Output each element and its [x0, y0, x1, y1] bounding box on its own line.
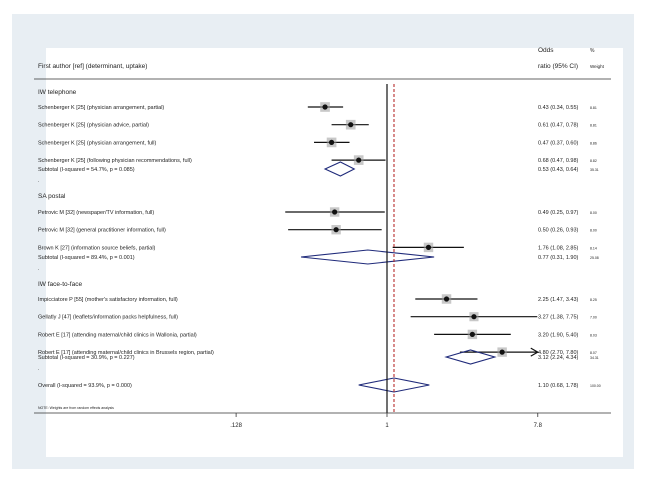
group-spacer: . — [38, 266, 39, 272]
or-ci-value: 0.61 (0.47, 0.78) — [538, 123, 579, 129]
weight-value: 8.14 — [590, 246, 597, 250]
or-ci-value: 0.47 (0.37, 0.60) — [538, 140, 579, 146]
weight-value: 8.00 — [590, 229, 597, 233]
study-label: Impicciatore P [55] (mother's satisfacto… — [38, 297, 178, 303]
weight-value: 7.00 — [590, 316, 597, 320]
x-tick-label: 7.8 — [534, 423, 543, 429]
subtotal-weight: 25.08 — [590, 256, 599, 260]
subtotal-label: Subtotal (I-squared = 89.4%, p = 0.001) — [38, 255, 135, 261]
or-ci-value: 0.43 (0.34, 0.55) — [538, 105, 579, 111]
overall-label: Overall (I-squared = 93.9%, p = 0.000) — [38, 383, 132, 389]
footnote: NOTE: Weights are from random effects an… — [38, 406, 114, 410]
study-label: Petrovic M [32] (general practitioner in… — [38, 228, 166, 234]
x-axis-ticks: .128 1 7.8 — [230, 413, 543, 429]
plot-background — [12, 14, 634, 469]
group-spacer: . — [38, 366, 39, 372]
plot-panel — [46, 48, 623, 457]
group-title: IW face-to-face — [38, 281, 82, 288]
x-tick-label: 1 — [385, 423, 389, 429]
subtotal-or-ci: 3.12 (2.24, 4.34) — [538, 355, 579, 361]
subtotal-label: Subtotal (I-squared = 30.9%, p = 0.227) — [38, 355, 135, 361]
weight-value: 8.81 — [590, 106, 597, 110]
group-spacer: . — [38, 178, 39, 184]
or-ci-value: 2.25 (1.47, 3.43) — [538, 297, 579, 303]
weight-value: 8.25 — [590, 298, 597, 302]
ci-arrow — [530, 347, 539, 357]
study-label: Gellatly J [47] (leaflets/information pa… — [38, 315, 178, 321]
weight-value: 8.82 — [590, 159, 597, 163]
study-label: Robert E [17] (attending maternal/child … — [38, 350, 214, 356]
weight-value: 8.86 — [590, 141, 597, 145]
header-odds: Odds — [538, 47, 554, 54]
point-estimate — [469, 331, 475, 337]
header-percent: % — [590, 48, 595, 54]
subtotal-or-ci: 0.53 (0.43, 0.64) — [538, 167, 579, 173]
point-estimate — [425, 244, 432, 250]
point-estimate — [322, 104, 328, 110]
or-ci-value: 0.50 (0.26, 0.93) — [538, 228, 579, 234]
point-estimate — [356, 157, 362, 163]
or-ci-value: 0.68 (0.47, 0.98) — [538, 158, 579, 164]
subtotal-diamond — [444, 349, 497, 365]
header-ratio-ci: ratio (95% CI) — [538, 63, 578, 70]
or-ci-value: 3.27 (1.38, 7.75) — [538, 315, 579, 321]
overall-or-ci: 1.10 (0.68, 1.78) — [538, 383, 579, 389]
study-label: Schenberger K [25] (physician advice, pa… — [38, 123, 149, 129]
weight-value: 8.03 — [590, 333, 597, 337]
group-title: SA postal — [38, 193, 66, 200]
x-tick-label: .128 — [230, 423, 242, 429]
forest-rows: IW telephone Schenberger K [25] (physicia… — [38, 84, 601, 413]
study-label: Brown K [27] (information source beliefs… — [38, 245, 156, 251]
point-estimate — [332, 209, 338, 215]
weight-value: 8.81 — [590, 124, 597, 128]
or-ci-value: 4.80 (2.70, 7.80) — [538, 350, 579, 356]
header-study-column: First author [ref] (determinant, uptake) — [38, 63, 147, 70]
or-ci-value: 0.49 (0.25, 0.97) — [538, 210, 579, 216]
or-ci-value: 1.76 (1.08, 2.85) — [538, 245, 579, 251]
subtotal-weight: 35.31 — [590, 168, 599, 172]
study-label: Petrovic M [32] (newspaper/TV informatio… — [38, 210, 154, 216]
study-label: Schenberger K [25] (physician arrangemen… — [38, 140, 156, 146]
subtotal-diamond — [300, 249, 435, 265]
study-label: Schenberger K [25] (physician arrangemen… — [38, 105, 164, 111]
point-estimate — [499, 349, 505, 355]
subtotal-diamond — [323, 161, 356, 177]
study-label: Schenberger K [25] (following physician … — [38, 158, 192, 164]
subtotal-or-ci: 0.77 (0.31, 1.90) — [538, 255, 579, 261]
or-ci-value: 3.20 (1.90, 5.40) — [538, 332, 579, 338]
point-estimate — [348, 122, 354, 128]
subtotal-weight: 34.31 — [590, 356, 599, 360]
point-estimate — [471, 314, 477, 320]
overall-weight: 100.00 — [590, 384, 601, 388]
weight-value: 8.00 — [590, 211, 597, 215]
weight-value: 8.07 — [590, 351, 597, 355]
point-estimate — [328, 139, 335, 145]
subtotal-label: Subtotal (I-squared = 54.7%, p = 0.085) — [38, 167, 135, 173]
header-weight: Weight — [590, 64, 605, 69]
point-estimate — [333, 227, 339, 233]
overall-diamond — [358, 377, 430, 393]
group-title: IW telephone — [38, 89, 77, 96]
study-label: Robert E [17] (attending maternal/child … — [38, 332, 197, 338]
point-estimate — [443, 296, 450, 302]
